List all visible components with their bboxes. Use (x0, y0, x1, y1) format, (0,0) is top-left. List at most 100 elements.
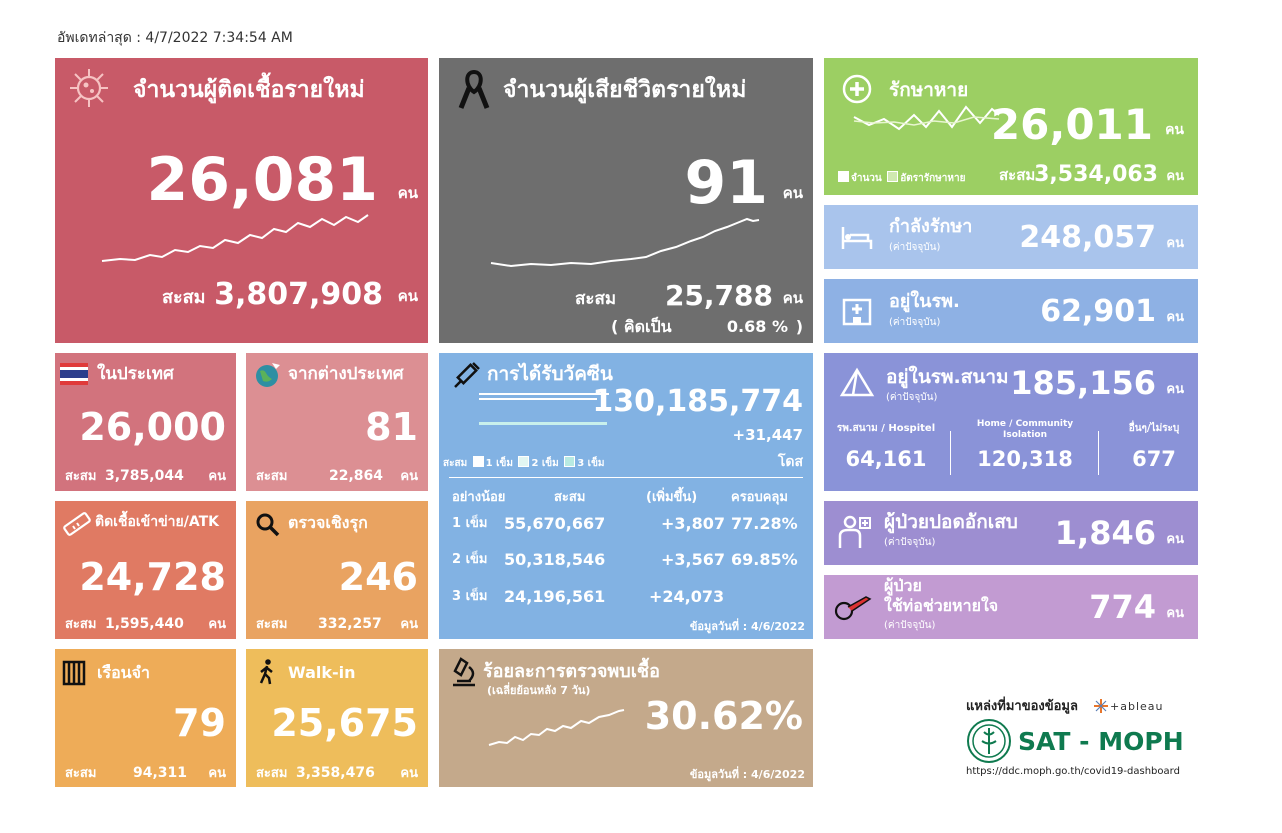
walkin-card[interactable]: Walk-in 25,675 สะสม 3,358,476 คน (246, 649, 428, 787)
treating-value: 248,057 (1019, 220, 1156, 255)
proactive-cum-label: สะสม (256, 617, 288, 632)
proactive-card[interactable]: ตรวจเชิงรุก 246 สะสม 332,257 คน (246, 501, 428, 639)
domestic-card[interactable]: ในประเทศ 26,000 สะสม 3,785,044 คน (55, 353, 236, 491)
vaccine-bar-dose3 (479, 422, 607, 425)
new-deaths-unit: คน (782, 184, 803, 202)
legend-count-label: จำนวน (851, 173, 882, 184)
vaccine-title: การได้รับวัคซีน (487, 363, 613, 385)
field-col-divider-1 (950, 431, 951, 475)
proactive-title: ตรวจเชิงรุก (288, 513, 368, 532)
vaccine-row2-cum: 50,318,546 (504, 550, 606, 569)
ventilator-unit: คน (1166, 606, 1184, 621)
treating-card[interactable]: กำลังรักษา (ค่าปัจจุบัน) 248,057 คน (824, 205, 1198, 269)
field-col-other-label: อื่นๆ/ไม่ระบุ (1128, 423, 1180, 434)
proactive-cum-value: 332,257 (318, 616, 382, 632)
legend-dose3-swatch (564, 456, 576, 467)
hospital-value: 62,901 (1040, 294, 1156, 329)
positivity-card[interactable]: ร้อยละการตรวจพบเชื้อ (เฉลี่ยย้อนหลัง 7 ว… (439, 649, 813, 787)
new-deaths-cum-value: 25,788 (664, 279, 773, 312)
source-label: แหล่งที่มาของข้อมูล (966, 699, 1078, 714)
vaccine-header-inc: (เพิ่มขึ้น) (646, 490, 698, 505)
globe-plane-icon (256, 363, 280, 387)
ventilator-title-line2: ใช้ท่อช่วยหายใจ (884, 596, 999, 615)
field-hospital-subtitle: (ค่าปัจจุบัน) (886, 392, 938, 403)
new-cases-unit: คน (397, 184, 418, 202)
magnifier-icon (256, 513, 280, 537)
abroad-title: จากต่างประเทศ (288, 364, 404, 384)
legend-dose1: 1 เข็ม (485, 458, 513, 469)
new-cases-trend (101, 214, 369, 262)
recovered-cum-label: สะสม (999, 166, 1036, 184)
sat-moph-logo: SAT - MOPH (1018, 727, 1184, 756)
recovered-cum-unit: คน (1166, 169, 1184, 184)
recovered-unit: คน (1165, 122, 1184, 138)
atk-cum-value: 1,595,440 (105, 616, 184, 632)
field-hospital-title: อยู่ในรพ.สนาม (886, 366, 1009, 388)
syringe-icon (454, 362, 480, 388)
domestic-cum-value: 3,785,044 (105, 468, 184, 484)
new-cases-card[interactable]: จำนวนผู้ติดเชื้อรายใหม่ 26,081 คน สะสม 3… (55, 58, 428, 343)
field-col-hospitel-label: รพ.สนาม / Hospitel (836, 423, 936, 434)
proactive-value: 246 (338, 555, 418, 599)
proactive-cum-unit: คน (400, 617, 418, 632)
field-col-hospitel-value: 64,161 (845, 447, 927, 471)
hospital-title: อยู่ในรพ. (889, 291, 960, 312)
pneumonia-title: ผู้ป่วยปอดอักเสบ (884, 511, 1018, 533)
recovered-value: 26,011 (990, 100, 1153, 149)
hospital-bed-icon (841, 227, 873, 249)
treating-subtitle: (ค่าปัจจุบัน) (889, 242, 941, 253)
vaccine-progress-bars (479, 393, 609, 429)
hospital-subtitle: (ค่าปัจจุบัน) (889, 317, 941, 328)
new-deaths-value: 91 (684, 148, 769, 218)
vaccine-header-cum: สะสม (554, 490, 586, 505)
abroad-cum-label: สะสม (256, 469, 288, 484)
abroad-value: 81 (365, 405, 418, 449)
source-url[interactable]: https://ddc.moph.go.th/covid19-dashboard (966, 766, 1180, 777)
atk-cum-label: สะสม (65, 617, 97, 632)
new-deaths-cum-unit: คน (782, 289, 803, 307)
vaccine-unit: โดส (777, 454, 803, 470)
hospital-card[interactable]: อยู่ในรพ. (ค่าปัจจุบัน) 62,901 คน (824, 279, 1198, 343)
domestic-title: ในประเทศ (97, 364, 174, 384)
positivity-value: 30.62% (644, 694, 803, 738)
vaccine-bar-dose1 (479, 393, 609, 395)
vaccine-card[interactable]: การได้รับวัคซีน 130,185,774 +31,447 สะสม… (439, 353, 813, 639)
new-deaths-card[interactable]: จำนวนผู้เสียชีวิตรายใหม่ 91 คน สะสม 25,7… (439, 58, 813, 343)
abroad-cum-value: 22,864 (329, 468, 384, 484)
pneumonia-card[interactable]: ผู้ป่วยปอดอักเสบ (ค่าปัจจุบัน) 1,846 คน (824, 501, 1198, 565)
prison-card[interactable]: เรือนจำ 79 สะสม 94,311 คน (55, 649, 236, 787)
atk-cum-unit: คน (208, 617, 226, 632)
field-col-divider-2 (1098, 431, 1099, 475)
vaccine-row1-dose: 1 เข็ม (452, 516, 488, 531)
vaccine-row2-cov: 69.85% (731, 550, 798, 569)
ventilator-value: 774 (1089, 588, 1156, 626)
treating-unit: คน (1166, 236, 1184, 251)
recovered-card[interactable]: รักษาหาย 26,011 คน จำนวน อัตรารักษาหาย ส… (824, 58, 1198, 195)
test-kit-icon (63, 512, 91, 536)
new-deaths-title: จำนวนผู้เสียชีวิตรายใหม่ (503, 77, 747, 103)
atk-card[interactable]: ติดเชื้อเข้าข่าย/ATK 24,728 สะสม 1,595,4… (55, 501, 236, 639)
walkin-cum-value: 3,358,476 (296, 765, 375, 781)
pneumonia-subtitle: (ค่าปัจจุบัน) (884, 537, 936, 548)
positivity-trend (488, 709, 625, 746)
ventilator-subtitle: (ค่าปัจจุบัน) (884, 620, 936, 631)
positivity-subtitle: (เฉลี่ยย้อนหลัง 7 วัน) (487, 684, 591, 697)
new-deaths-pct-open: ( คิดเป็น (611, 317, 672, 336)
new-deaths-trend (490, 217, 760, 268)
new-cases-cum-unit: คน (397, 287, 418, 305)
patient-icon (838, 515, 871, 548)
domestic-value: 26,000 (79, 405, 226, 449)
prison-value: 79 (173, 701, 226, 745)
prison-title: เรือนจำ (97, 663, 150, 682)
field-hospital-value: 185,156 (1010, 364, 1156, 402)
ventilator-card[interactable]: ผู้ป่วย ใช้ท่อช่วยหายใจ (ค่าปัจจุบัน) 77… (824, 575, 1198, 639)
hospital-building-icon (842, 298, 872, 326)
legend-dose2-swatch (518, 456, 530, 467)
thai-flag-icon (60, 363, 88, 385)
walkin-cum-label: สะสม (256, 766, 288, 781)
abroad-card[interactable]: จากต่างประเทศ 81 สะสม 22,864 คน (246, 353, 428, 491)
field-hospital-card[interactable]: อยู่ในรพ.สนาม (ค่าปัจจุบัน) 185,156 คน ร… (824, 353, 1198, 491)
vaccine-row3-inc: +24,073 (649, 587, 725, 606)
vaccine-bar-dose2 (479, 398, 597, 400)
vaccine-legend: สะสม 1 เข็ม 2 เข็ม 3 เข็ม (443, 456, 605, 471)
